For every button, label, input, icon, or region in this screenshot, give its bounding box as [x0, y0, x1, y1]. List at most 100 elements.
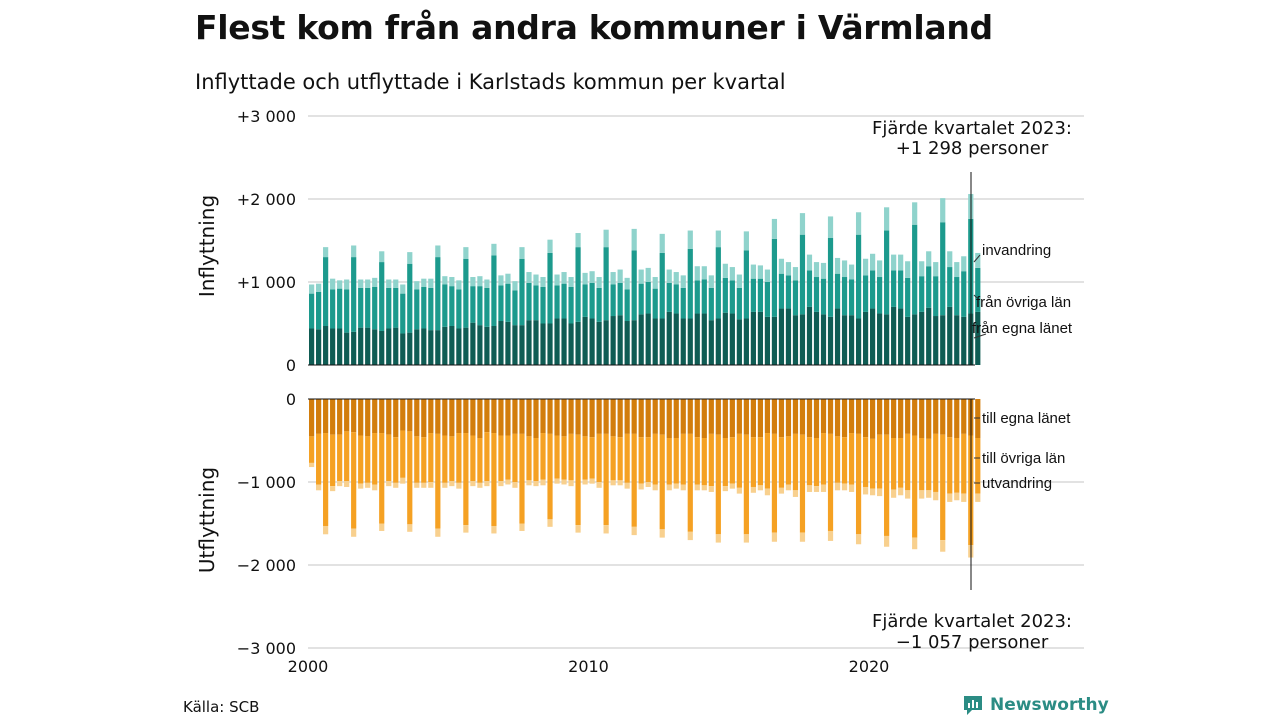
bar-segment-inflow [778, 308, 785, 365]
bar-segment-outflow [617, 480, 623, 486]
bar-segment-inflow [498, 285, 504, 322]
bar-segment-inflow [393, 287, 399, 328]
bar-segment-outflow [351, 528, 357, 537]
bar-segment-outflow [456, 433, 462, 483]
bar-segment-outflow [533, 481, 539, 487]
bar-segment-inflow [470, 286, 476, 323]
bar-segment-inflow [575, 321, 581, 365]
bar-segment-outflow [610, 436, 616, 481]
bar-segment-inflow [407, 252, 413, 264]
bar-segment-inflow [547, 323, 553, 365]
bar-segment-outflow [631, 433, 637, 527]
bar-segment-outflow [526, 436, 532, 481]
bar-segment-outflow [750, 399, 756, 438]
bar-segment-outflow [687, 433, 693, 532]
bar-segment-outflow [428, 399, 434, 434]
bar-segment-outflow [799, 434, 806, 533]
bar-segment-inflow [358, 327, 364, 365]
bar-segment-inflow [813, 311, 820, 365]
bar-segment-inflow [435, 330, 441, 365]
outflow-bars [309, 399, 981, 558]
bar-segment-outflow [729, 483, 735, 489]
bar-segment-outflow [820, 399, 827, 434]
bar-segment-inflow [862, 258, 869, 276]
bar-segment-inflow [554, 318, 560, 365]
bar-segment-outflow [659, 434, 665, 530]
bar-segment-inflow [820, 262, 827, 279]
bar-segment-inflow [596, 287, 602, 322]
bar-segment-outflow [351, 432, 357, 529]
bar-segment-outflow [463, 399, 469, 434]
bar-segment-outflow [568, 399, 574, 434]
bar-segment-outflow [561, 479, 567, 485]
bar-segment-inflow [708, 320, 714, 365]
bar-segment-outflow [694, 484, 700, 491]
bar-segment-outflow [687, 399, 693, 434]
bar-segment-outflow [589, 437, 595, 479]
segment-label-from-other-counties: från övriga län [976, 294, 1071, 311]
label-pointer [973, 333, 987, 339]
bar-segment-inflow [512, 325, 518, 365]
bar-segment-inflow [694, 266, 700, 281]
bar-segment-outflow [631, 526, 637, 536]
bar-segment-outflow [372, 484, 378, 491]
bar-segment-outflow [785, 436, 792, 485]
bar-segment-inflow [862, 311, 869, 365]
bar-segment-outflow [309, 436, 315, 463]
bar-segment-outflow [386, 399, 392, 435]
bar-segment-inflow [673, 313, 679, 365]
bar-segment-outflow [393, 482, 399, 488]
bar-segment-inflow [926, 307, 932, 365]
bar-segment-outflow [645, 399, 651, 438]
bar-segment-outflow [799, 532, 806, 542]
bar-segment-inflow [386, 328, 392, 365]
bar-segment-outflow [617, 437, 623, 481]
bar-segment-inflow [785, 308, 792, 365]
bar-segment-inflow [491, 255, 497, 326]
label-pointer [973, 254, 981, 263]
bar-segment-inflow [954, 315, 960, 365]
bar-segment-inflow [877, 277, 883, 314]
bar-segment-outflow [680, 433, 686, 485]
bar-segment-inflow [806, 270, 813, 307]
bar-segment-outflow [778, 437, 785, 488]
bar-segment-outflow [926, 490, 932, 498]
bar-segment-outflow [975, 399, 981, 439]
bar-segment-outflow [575, 434, 581, 526]
bar-segment-outflow [884, 535, 890, 547]
bar-segment-inflow [365, 279, 371, 288]
bar-segment-outflow [905, 490, 911, 499]
bar-segment-outflow [891, 438, 897, 490]
bar-segment-outflow [316, 484, 322, 491]
bar-segment-inflow [421, 286, 427, 329]
bar-segment-inflow [575, 233, 581, 248]
bar-segment-inflow [666, 269, 672, 283]
bar-segment-outflow [344, 399, 350, 432]
bar-segment-inflow [722, 312, 728, 365]
bar-segment-inflow [940, 222, 946, 316]
y-tick-label: +2 000 [237, 190, 296, 209]
bar-segment-outflow [393, 399, 399, 438]
bar-segment-inflow [848, 315, 855, 365]
bar-segment-outflow [428, 482, 434, 488]
bar-segment-outflow [470, 435, 476, 482]
bar-segment-inflow [596, 321, 602, 365]
bar-segment-inflow [540, 323, 546, 365]
bar-segment-inflow [351, 257, 357, 332]
bar-segment-outflow [743, 399, 749, 435]
segment-label-to-own-county: till egna länet [982, 410, 1071, 427]
bar-segment-outflow [919, 490, 925, 499]
bar-segment-inflow [715, 247, 721, 319]
bar-segment-inflow [407, 263, 413, 333]
bar-segment-inflow [834, 273, 841, 309]
bar-segment-inflow [813, 262, 820, 278]
label-pointer [973, 294, 978, 299]
bar-segment-inflow [659, 252, 665, 319]
bar-segment-inflow [631, 228, 637, 251]
bar-segment-inflow [414, 281, 420, 290]
bar-segment-outflow [701, 485, 707, 491]
bar-segment-outflow [533, 438, 539, 482]
bar-segment-outflow [708, 433, 714, 487]
bar-segment-inflow [680, 318, 686, 365]
bar-segment-inflow [771, 218, 778, 239]
